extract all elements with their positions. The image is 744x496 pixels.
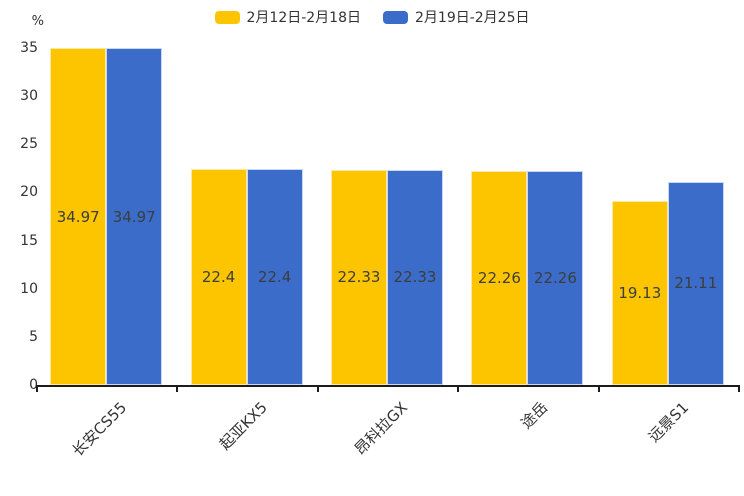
bar-series0-cat4 <box>611 200 668 385</box>
bar-value-label: 21.11 <box>674 274 718 293</box>
legend-label: 2月19日-2月25日 <box>415 10 530 26</box>
x-axis-line <box>36 385 740 387</box>
bar-series1-cat0 <box>106 48 163 385</box>
x-axis-tick <box>36 387 38 392</box>
y-tick-label: 10 <box>20 280 38 297</box>
bar-value-label: 22.33 <box>393 268 437 287</box>
bar-value-label: 19.13 <box>618 283 662 302</box>
y-tick-label: 35 <box>20 40 38 56</box>
x-axis-tick <box>176 387 179 392</box>
bar-value-label: 34.97 <box>112 207 156 226</box>
legend-item: 2月12日-2月18日 <box>214 7 362 27</box>
x-category-label: 长安CS55 <box>68 398 131 460</box>
y-tick-label: 25 <box>20 136 38 153</box>
bar-series1-cat4 <box>667 181 724 385</box>
legend-item: 2月19日-2月25日 <box>383 7 530 27</box>
y-tick-label: 20 <box>20 184 38 201</box>
legend-color-swatch <box>383 10 408 24</box>
bar-value-label: 22.4 <box>257 268 292 287</box>
y-tick-label: 5 <box>29 328 38 345</box>
y-tick-label: 0 <box>29 377 38 393</box>
x-category-label: 远景S1 <box>644 398 692 446</box>
bar-value-label: 34.97 <box>56 207 100 226</box>
bar-series0-cat2 <box>331 169 387 385</box>
bar-series0-cat0 <box>50 48 107 385</box>
x-category-label: 昂科拉GX <box>351 398 412 459</box>
x-axis-tick <box>316 387 319 392</box>
x-category-label: 起亚KX5 <box>215 398 271 454</box>
y-axis-unit-label: % <box>31 14 44 29</box>
legend-label: 2月12日-2月18日 <box>246 10 362 26</box>
x-axis-tick <box>738 387 740 392</box>
chart-legend: 2月12日-2月18日 2月19日-2月25日 <box>0 7 744 27</box>
legend-color-swatch <box>214 10 240 24</box>
x-axis-tick <box>597 387 600 392</box>
bar-value-label: 22.4 <box>201 268 236 287</box>
bar-series0-cat3 <box>471 170 528 385</box>
bar-series1-cat3 <box>527 170 584 385</box>
bar-value-label: 22.26 <box>477 268 521 287</box>
bar-series0-cat1 <box>190 169 247 385</box>
bar-value-label: 22.26 <box>533 268 577 287</box>
x-category-label: 途岳 <box>517 398 552 433</box>
y-tick-label: 30 <box>20 88 38 105</box>
y-tick-label: 15 <box>20 232 38 249</box>
bar-value-label: 22.33 <box>337 268 381 287</box>
bar-series1-cat1 <box>246 169 303 385</box>
x-axis-tick <box>457 387 460 392</box>
bar-series1-cat2 <box>387 169 443 385</box>
